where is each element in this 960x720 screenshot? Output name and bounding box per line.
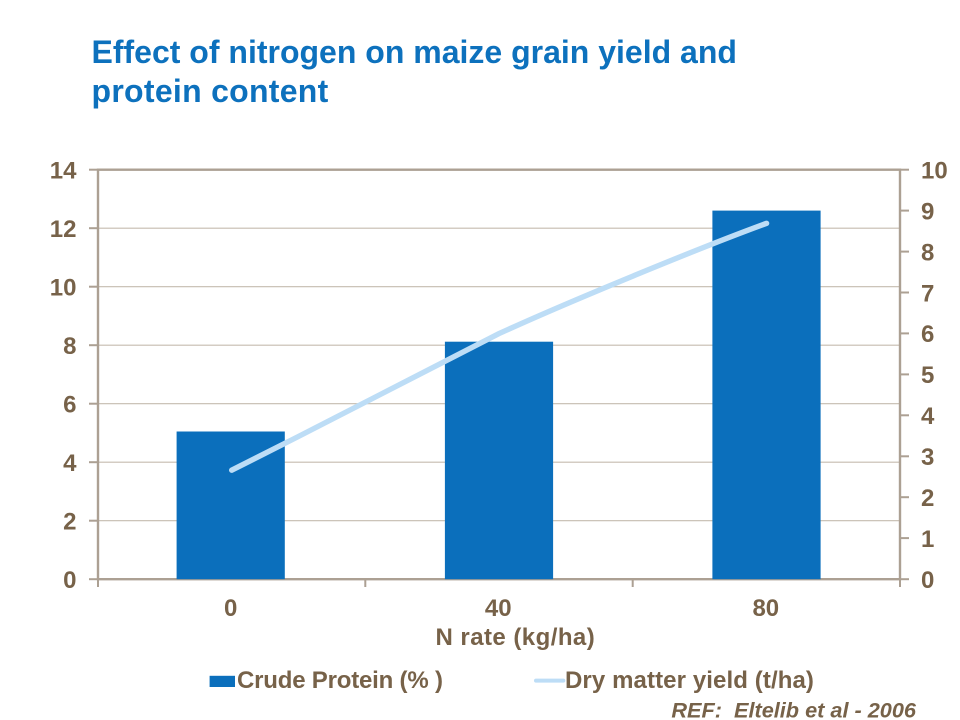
svg-text:14: 14 [50, 158, 77, 185]
svg-text:Crude Protein (% ): Crude Protein (% ) [237, 667, 443, 694]
svg-text:0: 0 [63, 567, 76, 594]
svg-text:8: 8 [63, 333, 76, 360]
svg-text:Effect of nitrogen on maize gr: Effect of nitrogen on maize grain yield … [92, 34, 737, 70]
svg-text:6: 6 [63, 392, 76, 419]
svg-text:4: 4 [63, 450, 77, 477]
svg-text:2: 2 [921, 485, 934, 512]
svg-text:Dry matter yield (t/ha): Dry matter yield (t/ha) [565, 667, 814, 694]
svg-text:40: 40 [485, 595, 512, 622]
svg-text:0: 0 [224, 595, 237, 622]
svg-text:9: 9 [921, 198, 934, 225]
svg-text:10: 10 [50, 275, 77, 302]
svg-text:80: 80 [752, 595, 779, 622]
svg-text:protein content: protein content [92, 73, 329, 109]
svg-text:REF: Eltelib et al - 2006: REF: Eltelib et al - 2006 [671, 697, 917, 720]
svg-text:2: 2 [63, 509, 76, 536]
svg-text:10: 10 [921, 158, 948, 185]
svg-text:N rate (kg/ha): N rate (kg/ha) [436, 624, 596, 651]
svg-text:6: 6 [921, 321, 934, 348]
svg-text:12: 12 [50, 216, 77, 243]
svg-text:1: 1 [921, 526, 934, 553]
svg-text:3: 3 [921, 444, 934, 471]
svg-text:4: 4 [921, 403, 935, 430]
svg-text:5: 5 [921, 362, 934, 389]
svg-text:7: 7 [921, 280, 934, 307]
svg-text:8: 8 [921, 239, 934, 266]
svg-text:0: 0 [921, 567, 934, 594]
